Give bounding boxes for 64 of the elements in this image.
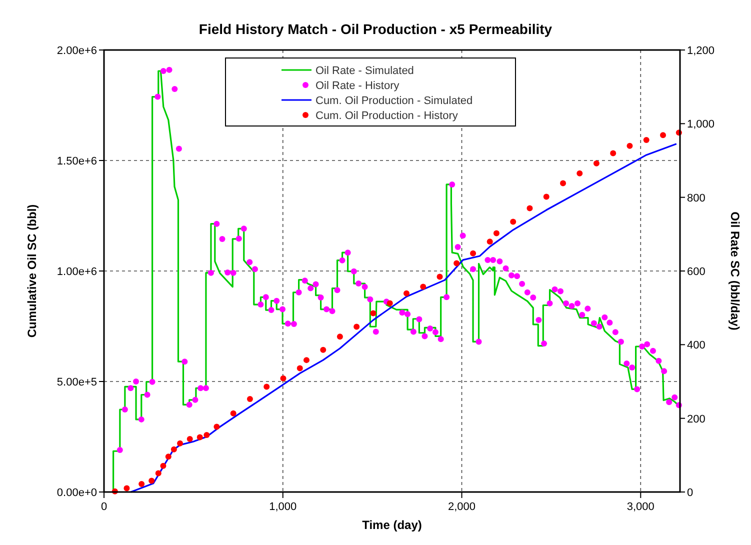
point [196,434,203,440]
y2-tick-label: 0 [687,487,694,499]
y-tick-label: 1.00e+6 [56,266,97,278]
point [560,180,566,186]
point [280,375,286,382]
y2-tick-label: 400 [687,340,706,352]
x-axis-title: Time (day) [362,518,422,532]
point [354,324,360,330]
point [165,454,172,460]
point [264,384,270,390]
point [160,462,166,469]
point [403,290,410,296]
point [370,310,376,316]
point [186,436,193,442]
y2-axis-title: Oil Rate SC (bbl/day) [728,212,742,330]
point [486,238,493,245]
y2-tick-label: 1,000 [687,118,715,131]
y-tick-label: 0.00e+0 [56,487,97,499]
y2-tick-label: 800 [687,192,706,204]
point [510,218,516,225]
point [420,284,426,290]
point [320,346,326,353]
point [138,481,145,488]
point [148,478,155,484]
point [303,357,310,364]
chart-title: Field History Match - Oil Production - x5 Permeability [198,21,552,37]
y-axis-title: Cumulative Oil SC (bbl) [25,204,39,338]
point [296,365,303,372]
point [170,446,177,452]
y2-tick-label: 1,200 [687,45,715,57]
point [454,260,460,266]
point [526,205,533,212]
legend-label: Cum. Oil Production - History [316,110,458,122]
point [386,300,393,306]
x-tick-label: 1,000 [269,501,297,513]
y2-tick-label: 200 [687,413,706,426]
point [204,432,210,438]
point [436,274,443,280]
point [246,396,253,402]
y2-tick-label: 600 [687,266,706,278]
point [214,424,220,430]
point [610,150,616,156]
point [576,170,583,176]
x-tick-label: 3,000 [626,501,654,513]
point [643,136,650,143]
y-tick-label: 5.00e+5 [56,376,97,388]
legend-label: Cum. Oil Production - Simulated [316,95,473,107]
y-tick-label: 1.50e+6 [56,156,97,168]
point [626,142,633,149]
point [177,440,184,446]
point [155,470,162,476]
point [230,410,236,416]
point [543,194,550,200]
point [124,485,130,492]
point [593,160,600,166]
x-tick-label: 0 [100,501,108,513]
y-tick-label: 2.00e+6 [56,45,97,57]
x-tick-label: 2,000 [448,501,476,513]
point [493,230,500,236]
point [336,334,343,340]
point [470,250,476,256]
point [660,132,666,138]
legend-label: Oil Rate - Simulated [316,65,414,77]
legend-label: Oil Rate - History [316,80,400,92]
